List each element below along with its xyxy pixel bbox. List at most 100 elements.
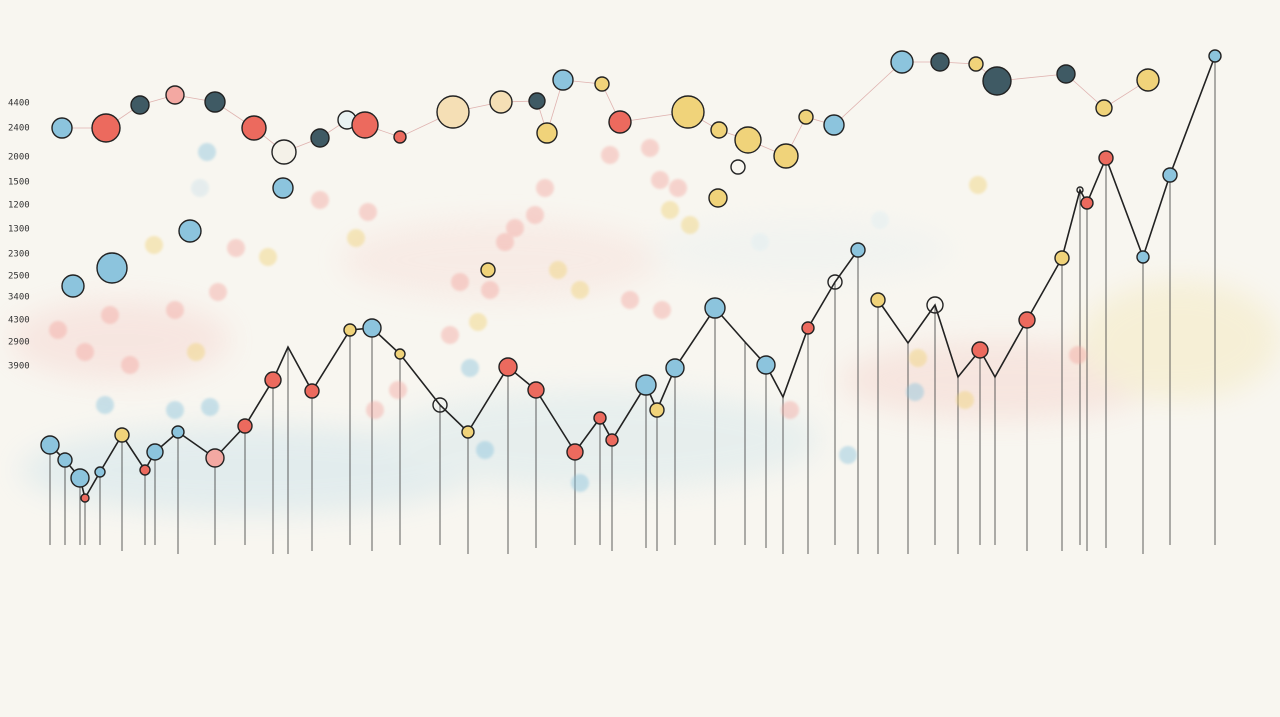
faint-dot bbox=[347, 229, 365, 247]
axis-label: 1500 bbox=[8, 178, 30, 188]
faint-dot bbox=[461, 359, 479, 377]
faint-dot bbox=[526, 206, 544, 224]
dot bbox=[394, 348, 406, 360]
dot bbox=[756, 355, 776, 375]
faint-dot bbox=[451, 273, 469, 291]
faint-dot bbox=[651, 171, 669, 189]
faint-dot bbox=[661, 201, 679, 219]
dot bbox=[773, 143, 799, 169]
faint-dot bbox=[201, 398, 219, 416]
faint-dot bbox=[871, 211, 889, 229]
dot bbox=[343, 323, 357, 337]
dot bbox=[1056, 64, 1076, 84]
dot bbox=[649, 402, 665, 418]
faint-dot bbox=[76, 343, 94, 361]
dot bbox=[51, 117, 73, 139]
main-line bbox=[40, 49, 1222, 503]
dot bbox=[264, 371, 282, 389]
axis-label: 2400 bbox=[8, 124, 30, 134]
faint-dot bbox=[601, 146, 619, 164]
faint-dot bbox=[121, 356, 139, 374]
faint-dot bbox=[669, 179, 687, 197]
faint-dot bbox=[49, 321, 67, 339]
dot bbox=[1098, 150, 1114, 166]
watercolor-wash bbox=[10, 220, 1280, 515]
dot bbox=[146, 443, 164, 461]
upper-trail bbox=[51, 50, 1160, 298]
faint-dot bbox=[96, 396, 114, 414]
faint-dot bbox=[909, 349, 927, 367]
dot bbox=[1136, 68, 1160, 92]
stems bbox=[49, 56, 1216, 554]
faint-dot bbox=[389, 381, 407, 399]
faint-dot bbox=[166, 401, 184, 419]
dot bbox=[94, 466, 106, 478]
dot bbox=[40, 435, 60, 455]
faint-dot bbox=[441, 326, 459, 344]
faint-dot bbox=[969, 176, 987, 194]
dot bbox=[461, 425, 475, 439]
dot bbox=[237, 418, 253, 434]
faint-dot bbox=[571, 281, 589, 299]
faint-dot bbox=[198, 143, 216, 161]
dot bbox=[1162, 167, 1178, 183]
dot bbox=[272, 177, 294, 199]
faint-dot bbox=[506, 219, 524, 237]
dot bbox=[1080, 196, 1094, 210]
dot bbox=[850, 242, 866, 258]
faint-dot bbox=[956, 391, 974, 409]
faint-dot bbox=[839, 446, 857, 464]
trend-line bbox=[49, 249, 859, 501]
faint-dot bbox=[751, 233, 769, 251]
dot bbox=[70, 468, 90, 488]
axis-label: 1300 bbox=[8, 225, 30, 235]
axis-label: 3900 bbox=[8, 362, 30, 372]
faint-dot bbox=[311, 191, 329, 209]
faint-dot bbox=[1069, 346, 1087, 364]
dot bbox=[80, 493, 90, 503]
dot bbox=[734, 126, 762, 154]
faint-dot bbox=[681, 216, 699, 234]
dot bbox=[96, 252, 128, 284]
dot bbox=[498, 357, 518, 377]
dot bbox=[130, 95, 150, 115]
dot bbox=[528, 92, 546, 110]
dot bbox=[566, 443, 584, 461]
dot bbox=[710, 121, 728, 139]
faint-dot bbox=[191, 179, 209, 197]
dot bbox=[61, 274, 85, 298]
dot bbox=[594, 76, 610, 92]
faint-dot bbox=[641, 139, 659, 157]
dot bbox=[362, 318, 382, 338]
dot bbox=[310, 128, 330, 148]
dot bbox=[165, 85, 185, 105]
faint-dot bbox=[359, 203, 377, 221]
dot bbox=[91, 113, 121, 143]
faint-dot bbox=[145, 236, 163, 254]
faint-dot bbox=[621, 291, 639, 309]
faint-dots bbox=[49, 139, 1087, 492]
trend-line bbox=[877, 55, 1216, 379]
dot bbox=[1095, 99, 1113, 117]
faint-dot bbox=[476, 441, 494, 459]
dot bbox=[608, 110, 632, 134]
axis-label: 2900 bbox=[8, 338, 30, 348]
dot bbox=[870, 292, 886, 308]
dot bbox=[436, 95, 470, 129]
dot bbox=[304, 383, 320, 399]
axis-label: 2000 bbox=[8, 153, 30, 163]
dot bbox=[1018, 311, 1036, 329]
dot bbox=[489, 90, 513, 114]
axis-label: 3400 bbox=[8, 293, 30, 303]
dot bbox=[432, 397, 448, 413]
dot bbox=[552, 69, 574, 91]
dot bbox=[1054, 250, 1070, 266]
dot bbox=[971, 341, 989, 359]
dot bbox=[393, 130, 407, 144]
axis-labels: 4400 2400 2000 1500 1200 1300 2300 2500 3400 4300… bbox=[8, 99, 30, 372]
dot bbox=[730, 159, 746, 175]
dot bbox=[527, 381, 545, 399]
faint-dot bbox=[536, 179, 554, 197]
